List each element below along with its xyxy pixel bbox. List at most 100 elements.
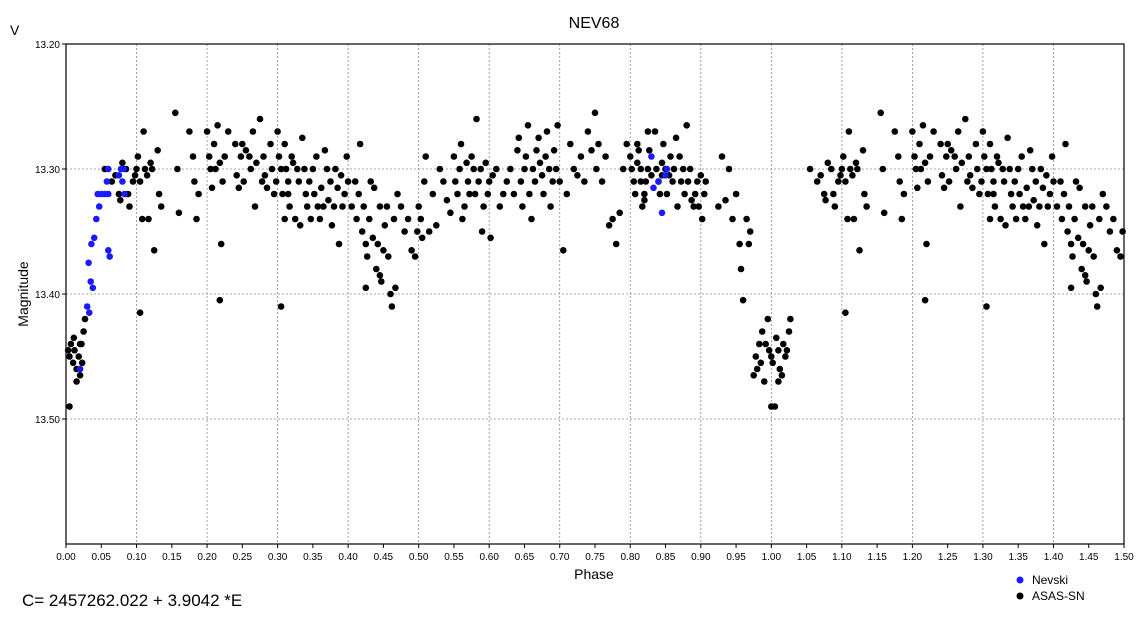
data-point-nevski <box>86 309 93 317</box>
data-point-asas-sn <box>778 372 786 379</box>
y-tick-label: 13.20 <box>35 40 60 51</box>
data-point-asas-sn <box>1011 178 1018 185</box>
data-point-asas-sn <box>917 165 925 173</box>
data-point-nevski <box>658 209 666 217</box>
data-point-asas-sn <box>974 165 981 173</box>
data-point-asas-sn <box>339 203 346 210</box>
data-point-nevski <box>119 178 126 185</box>
y-tick-label: 13.40 <box>35 290 60 301</box>
data-point-asas-sn <box>344 178 352 185</box>
data-point-asas-sn <box>219 178 226 185</box>
data-point-asas-sn <box>275 153 283 160</box>
data-point-asas-sn <box>115 190 123 198</box>
x-tick-label: 1.20 <box>903 552 923 563</box>
data-point-asas-sn <box>1029 165 1036 173</box>
data-point-asas-sn <box>302 190 310 198</box>
data-point-asas-sn <box>976 190 983 198</box>
data-point-asas-sn <box>701 190 708 198</box>
data-point-asas-sn <box>859 147 867 154</box>
data-point-asas-sn <box>249 128 257 135</box>
data-point-asas-sn <box>380 247 387 254</box>
data-point-asas-sn <box>343 153 351 160</box>
data-point-asas-sn <box>588 147 595 154</box>
data-point-asas-sn <box>745 240 753 248</box>
data-point-asas-sn <box>972 140 980 148</box>
data-point-nevski <box>87 278 94 285</box>
data-point-nevski <box>120 165 128 173</box>
data-point-asas-sn <box>743 215 750 223</box>
data-point-asas-sn <box>542 153 549 160</box>
corner-axis-label: V <box>10 22 20 38</box>
x-tick-label: 1.15 <box>867 552 887 563</box>
data-point-nevski <box>663 165 671 173</box>
data-point-asas-sn <box>108 178 116 185</box>
data-point-asas-sn <box>311 190 318 198</box>
data-point-asas-sn <box>1085 247 1092 254</box>
data-point-asas-sn <box>464 178 472 185</box>
data-point-asas-sn <box>1032 178 1040 185</box>
data-point-asas-sn <box>1043 172 1050 179</box>
data-point-asas-sn <box>1097 284 1104 292</box>
data-point-asas-sn <box>1083 278 1090 285</box>
x-tick-label: 0.90 <box>691 552 711 563</box>
data-point-asas-sn <box>545 165 553 173</box>
data-point-nevski <box>88 240 95 248</box>
data-point-asas-sn <box>1022 215 1029 223</box>
data-point-asas-sn <box>641 190 648 198</box>
data-point-asas-sn <box>653 165 660 173</box>
data-point-asas-sn <box>224 128 232 135</box>
data-point-asas-sn <box>642 178 650 185</box>
data-point-asas-sn <box>145 215 152 223</box>
data-point-asas-sn <box>628 165 635 173</box>
data-point-nevski <box>76 365 84 373</box>
data-point-asas-sn <box>646 147 653 154</box>
data-point-asas-sn <box>616 209 623 217</box>
x-tick-label: 0.85 <box>656 552 676 563</box>
data-point-asas-sn <box>538 172 546 179</box>
data-point-asas-sn <box>962 115 969 123</box>
x-tick-label: 1.00 <box>762 552 782 563</box>
data-point-asas-sn <box>510 190 518 198</box>
data-point-asas-sn <box>360 203 368 210</box>
data-point-asas-sn <box>463 159 470 167</box>
data-point-asas-sn <box>150 247 158 254</box>
x-axis-title: Phase <box>574 566 614 582</box>
data-point-nevski <box>90 234 98 242</box>
data-point-asas-sn <box>76 372 84 379</box>
data-point-asas-sn <box>667 153 674 160</box>
data-point-asas-sn <box>822 196 829 204</box>
data-point-asas-sn <box>698 215 706 223</box>
data-point-asas-sn <box>1069 253 1076 260</box>
data-point-asas-sn <box>756 340 763 348</box>
points-layer <box>64 109 1126 410</box>
data-point-asas-sn <box>1106 228 1114 235</box>
data-point-asas-sn <box>246 153 253 160</box>
data-point-asas-sn <box>898 215 906 223</box>
data-point-asas-sn <box>965 153 973 160</box>
data-point-asas-sn <box>725 165 733 173</box>
data-point-asas-sn <box>1081 272 1089 279</box>
legend-marker-nevski <box>1016 576 1024 584</box>
data-point-asas-sn <box>175 209 183 217</box>
data-point-asas-sn <box>670 165 678 173</box>
data-point-asas-sn <box>1067 284 1075 292</box>
data-point-asas-sn <box>148 165 156 173</box>
data-point-asas-sn <box>952 165 960 173</box>
data-point-asas-sn <box>1036 203 1043 210</box>
data-point-asas-sn <box>370 184 378 192</box>
data-point-asas-sn <box>174 165 181 173</box>
x-tick-label: 0.30 <box>268 552 288 563</box>
data-point-asas-sn <box>634 140 641 148</box>
data-point-asas-sn <box>519 203 526 210</box>
data-point-asas-sn <box>526 190 533 198</box>
data-point-nevski <box>103 178 111 185</box>
data-point-nevski <box>105 165 112 173</box>
data-point-asas-sn <box>1096 215 1103 223</box>
data-point-asas-sn <box>891 128 899 135</box>
data-point-asas-sn <box>983 165 990 173</box>
data-point-asas-sn <box>758 328 766 335</box>
data-point-asas-sn <box>468 153 475 160</box>
data-point-asas-sn <box>126 203 133 210</box>
data-point-asas-sn <box>944 140 951 148</box>
data-point-nevski <box>650 184 657 192</box>
